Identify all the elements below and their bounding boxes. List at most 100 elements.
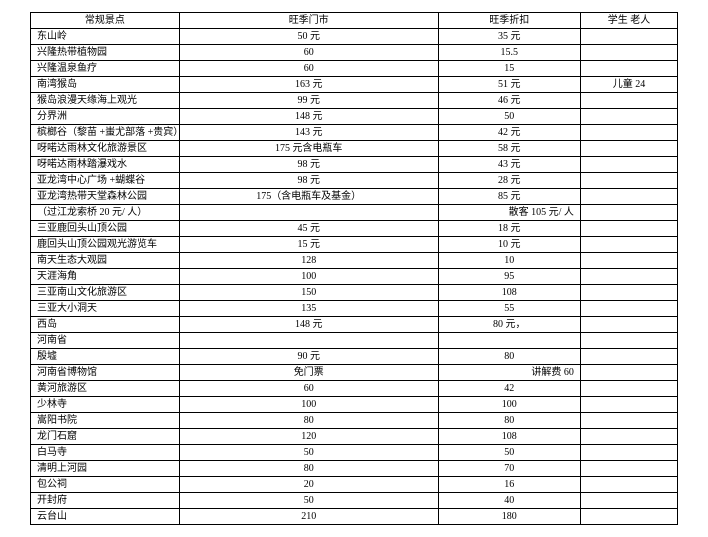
cell-peak-discount: 80 xyxy=(438,413,580,429)
cell-attraction: 开封府 xyxy=(31,493,180,509)
table-row: 东山岭50 元35 元 xyxy=(31,29,678,45)
cell-attraction: 三亚鹿回头山顶公园 xyxy=(31,221,180,237)
table-row: 呀喏达雨林踏瀑戏水98 元43 元 xyxy=(31,157,678,173)
cell-peak-price: 90 元 xyxy=(179,349,438,365)
cell-peak-price: 80 xyxy=(179,461,438,477)
cell-attraction: 槟榔谷（黎苗 +蚩尤部落 +贵宾） xyxy=(31,125,180,141)
table-row: 南天生态大观园12810 xyxy=(31,253,678,269)
cell-student-senior xyxy=(580,29,677,45)
cell-student-senior xyxy=(580,301,677,317)
cell-student-senior xyxy=(580,253,677,269)
cell-attraction: 三亚南山文化旅游区 xyxy=(31,285,180,301)
cell-attraction: 南湾猴岛 xyxy=(31,77,180,93)
cell-attraction: （过江龙索桥 20 元/ 人） xyxy=(31,205,180,221)
cell-attraction: 殷墟 xyxy=(31,349,180,365)
cell-student-senior xyxy=(580,221,677,237)
cell-student-senior xyxy=(580,61,677,77)
cell-peak-price: 50 xyxy=(179,493,438,509)
cell-peak-price: 80 xyxy=(179,413,438,429)
cell-peak-discount: 51 元 xyxy=(438,77,580,93)
cell-peak-discount: 35 元 xyxy=(438,29,580,45)
table-row: 南湾猴岛163 元51 元儿童 24 xyxy=(31,77,678,93)
cell-peak-price: 148 元 xyxy=(179,109,438,125)
cell-peak-discount xyxy=(438,333,580,349)
table-row: 兴隆热带植物园6015.5 xyxy=(31,45,678,61)
cell-peak-discount: 100 xyxy=(438,397,580,413)
header-attraction: 常规景点 xyxy=(31,13,180,29)
cell-peak-price: 100 xyxy=(179,397,438,413)
cell-peak-price: 120 xyxy=(179,429,438,445)
cell-peak-discount: 42 xyxy=(438,381,580,397)
header-student-senior: 学生 老人 xyxy=(580,13,677,29)
cell-student-senior: 儿童 24 xyxy=(580,77,677,93)
cell-peak-price: 15 元 xyxy=(179,237,438,253)
table-row: 呀喏达雨林文化旅游景区175 元含电瓶车58 元 xyxy=(31,141,678,157)
cell-peak-price: 50 元 xyxy=(179,29,438,45)
cell-peak-price: 20 xyxy=(179,477,438,493)
cell-student-senior xyxy=(580,317,677,333)
cell-peak-discount: 16 xyxy=(438,477,580,493)
cell-attraction: 包公祠 xyxy=(31,477,180,493)
cell-peak-price: 100 xyxy=(179,269,438,285)
table-row: 槟榔谷（黎苗 +蚩尤部落 +贵宾）143 元42 元 xyxy=(31,125,678,141)
table-row: 清明上河园8070 xyxy=(31,461,678,477)
cell-attraction: 嵩阳书院 xyxy=(31,413,180,429)
cell-peak-price: 50 xyxy=(179,445,438,461)
table-row: 白马寺5050 xyxy=(31,445,678,461)
cell-attraction: 鹿回头山顶公园观光游览车 xyxy=(31,237,180,253)
table-row: 三亚鹿回头山顶公园45 元18 元 xyxy=(31,221,678,237)
table-row: 天涯海角10095 xyxy=(31,269,678,285)
cell-attraction: 河南省 xyxy=(31,333,180,349)
cell-student-senior xyxy=(580,397,677,413)
table-row: 亚龙湾中心广场 +蝴蝶谷98 元28 元 xyxy=(31,173,678,189)
cell-attraction: 亚龙湾热带天堂森林公园 xyxy=(31,189,180,205)
table-row: 开封府5040 xyxy=(31,493,678,509)
cell-student-senior xyxy=(580,269,677,285)
cell-peak-discount: 95 xyxy=(438,269,580,285)
table-row: 少林寺100100 xyxy=(31,397,678,413)
cell-peak-price xyxy=(179,205,438,221)
cell-student-senior xyxy=(580,381,677,397)
table-row: 河南省 xyxy=(31,333,678,349)
cell-peak-discount: 80 xyxy=(438,349,580,365)
cell-peak-discount: 108 xyxy=(438,429,580,445)
cell-student-senior xyxy=(580,125,677,141)
cell-attraction: 呀喏达雨林文化旅游景区 xyxy=(31,141,180,157)
table-row: 分界洲148 元50 xyxy=(31,109,678,125)
cell-student-senior xyxy=(580,109,677,125)
table-row: 嵩阳书院8080 xyxy=(31,413,678,429)
cell-attraction: 兴隆热带植物园 xyxy=(31,45,180,61)
table-header-row: 常规景点 旺季门市 旺季折扣 学生 老人 xyxy=(31,13,678,29)
cell-attraction: 少林寺 xyxy=(31,397,180,413)
cell-student-senior xyxy=(580,93,677,109)
header-peak-price: 旺季门市 xyxy=(179,13,438,29)
cell-peak-discount: 70 xyxy=(438,461,580,477)
cell-attraction: 三亚大小洞天 xyxy=(31,301,180,317)
table-row: 云台山210180 xyxy=(31,509,678,525)
cell-peak-discount: 28 元 xyxy=(438,173,580,189)
cell-student-senior xyxy=(580,461,677,477)
cell-student-senior xyxy=(580,205,677,221)
cell-peak-price: 175（含电瓶车及基金） xyxy=(179,189,438,205)
cell-peak-price xyxy=(179,333,438,349)
cell-student-senior xyxy=(580,445,677,461)
cell-peak-price: 175 元含电瓶车 xyxy=(179,141,438,157)
cell-student-senior xyxy=(580,173,677,189)
cell-peak-discount: 80 元， xyxy=(438,317,580,333)
table-row: 鹿回头山顶公园观光游览车15 元10 元 xyxy=(31,237,678,253)
cell-student-senior xyxy=(580,365,677,381)
cell-peak-discount: 46 元 xyxy=(438,93,580,109)
header-peak-discount: 旺季折扣 xyxy=(438,13,580,29)
cell-peak-price: 210 xyxy=(179,509,438,525)
table-row: 三亚大小洞天13555 xyxy=(31,301,678,317)
attractions-table: 常规景点 旺季门市 旺季折扣 学生 老人 东山岭50 元35 元兴隆热带植物园6… xyxy=(30,12,678,525)
cell-attraction: 呀喏达雨林踏瀑戏水 xyxy=(31,157,180,173)
cell-student-senior xyxy=(580,189,677,205)
table-row: 殷墟90 元80 xyxy=(31,349,678,365)
cell-peak-discount: 50 xyxy=(438,109,580,125)
cell-attraction: 分界洲 xyxy=(31,109,180,125)
cell-student-senior xyxy=(580,333,677,349)
cell-attraction: 白马寺 xyxy=(31,445,180,461)
cell-peak-discount: 50 xyxy=(438,445,580,461)
cell-student-senior xyxy=(580,157,677,173)
